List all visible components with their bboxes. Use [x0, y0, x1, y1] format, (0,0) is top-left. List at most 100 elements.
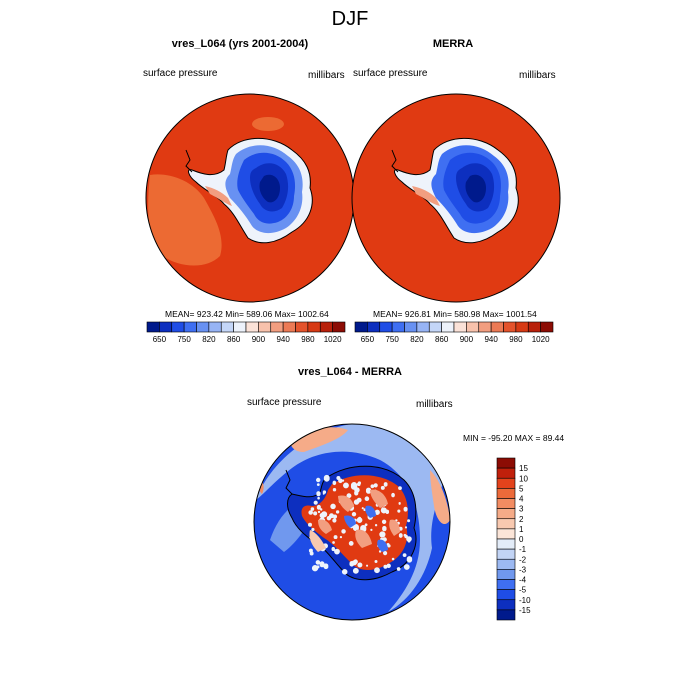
colorbar-box	[496, 467, 516, 479]
colorbar-box	[527, 321, 541, 333]
colorbar-tick-label: -4	[519, 576, 527, 585]
colorbar-box	[496, 518, 516, 530]
colorbar-box	[146, 321, 160, 333]
colorbar-box	[496, 569, 516, 580]
colorbar-box	[379, 321, 393, 333]
colorbar-box	[540, 321, 554, 333]
colorbar-box	[270, 321, 284, 333]
colorbar-box	[496, 579, 516, 590]
colorbar-tick-label: 860	[435, 335, 449, 344]
colorbar-box	[515, 321, 529, 333]
colorbar-tick-label: 860	[227, 335, 241, 344]
colorbar-box	[319, 321, 333, 333]
panel2-colorbar: 650 750 820 860 900 940 980 1020	[354, 321, 554, 344]
colorbar-tick-label: 2	[519, 515, 524, 524]
panel3-light-band	[256, 424, 446, 612]
colorbar-tick-label: -5	[519, 586, 527, 595]
colorbar-box	[496, 477, 516, 489]
colorbar-box	[496, 528, 516, 540]
colorbar-tick-label: 900	[252, 335, 266, 344]
colorbar-box	[208, 321, 222, 333]
colorbar-tick-label: 5	[519, 484, 524, 493]
colorbar-tick-label: 0	[519, 535, 524, 544]
colorbar-tick-label: 650	[153, 335, 167, 344]
panel2-left-string: surface pressure	[353, 68, 428, 79]
colorbar-tick-label: -10	[519, 596, 531, 605]
colorbar-tick-label: -2	[519, 555, 527, 564]
colorbar-box	[354, 321, 368, 333]
figure-title: DJF	[331, 8, 369, 30]
colorbar-box	[391, 321, 405, 333]
panel3-left-string: surface pressure	[247, 397, 322, 408]
colorbar-box	[496, 538, 516, 550]
colorbar-box	[183, 321, 197, 333]
colorbar-tick-label: -1	[519, 545, 527, 554]
panel2-right-string: millibars	[519, 70, 556, 81]
panel3-title: vres_L064 - MERRA	[298, 366, 402, 378]
colorbar-tick-label: 900	[460, 335, 474, 344]
colorbar-tick-label: 940	[484, 335, 498, 344]
colorbar-box	[496, 589, 516, 601]
colorbar-box	[196, 321, 210, 333]
colorbar-box	[282, 321, 296, 333]
colorbar-box	[428, 321, 442, 333]
colorbar-box	[258, 321, 272, 333]
panel2-stats: MEAN= 926.81 Min= 580.98 Max= 1001.54	[373, 309, 537, 319]
colorbar-tick-label: 980	[301, 335, 315, 344]
colorbar-tick-label: 10	[519, 474, 528, 483]
colorbar-tick-label: 650	[361, 335, 375, 344]
colorbar-box	[490, 321, 504, 333]
colorbar-tick-label: 1020	[324, 335, 342, 344]
panel3-right-string: millibars	[416, 399, 453, 410]
panel1-north-blob	[252, 117, 284, 131]
panel1-map	[145, 93, 355, 303]
colorbar-box	[478, 321, 492, 333]
colorbar-box	[466, 321, 480, 333]
colorbar-box	[307, 321, 321, 333]
panel3-noise	[308, 474, 413, 575]
panel1-left-string: surface pressure	[143, 68, 218, 79]
colorbar-tick-label: 15	[519, 464, 528, 473]
panel2-map	[351, 93, 561, 303]
colorbar-tick-label: 1	[519, 525, 524, 534]
panel1-title: vres_L064 (yrs 2001-2004)	[171, 38, 309, 50]
colorbar-box	[367, 321, 381, 333]
colorbar-box	[159, 321, 173, 333]
colorbar-tick-label: 820	[202, 335, 216, 344]
panel1-colorbar: 650 750 820 860 900 940 980 1020	[146, 321, 346, 344]
colorbar-box	[416, 321, 430, 333]
colorbar-box	[496, 498, 516, 509]
colorbar-box	[496, 609, 516, 621]
colorbar-box	[245, 321, 259, 333]
colorbar-box	[496, 548, 516, 560]
colorbar-box	[295, 321, 309, 333]
colorbar-box	[332, 321, 346, 333]
colorbar-tick-label: -3	[519, 565, 527, 574]
colorbar-box	[496, 508, 516, 520]
colorbar-box	[404, 321, 418, 333]
colorbar-tick-label: 750	[177, 335, 191, 344]
colorbar-box	[496, 488, 516, 499]
colorbar-box	[503, 321, 517, 333]
panel1-stats: MEAN= 923.42 Min= 589.06 Max= 1002.64	[165, 309, 329, 319]
colorbar-tick-label: -15	[519, 606, 531, 615]
colorbar-box	[171, 321, 185, 333]
colorbar-box	[441, 321, 455, 333]
panel1-right-string: millibars	[308, 70, 345, 81]
colorbar-tick-label: 1020	[532, 335, 550, 344]
colorbar-box	[453, 321, 467, 333]
panel3-map	[253, 423, 451, 621]
panel3-antarctica	[285, 465, 417, 581]
colorbar-tick-label: 4	[519, 495, 524, 504]
colorbar-tick-label: 820	[410, 335, 424, 344]
colorbar-box	[496, 558, 516, 570]
colorbar-box	[496, 599, 516, 611]
panel1-antarctica	[185, 137, 313, 244]
panel2-antarctica	[391, 137, 519, 244]
colorbar-box	[233, 321, 247, 333]
colorbar-box	[496, 457, 516, 469]
colorbar-tick-label: 940	[276, 335, 290, 344]
colorbar-tick-label: 980	[509, 335, 523, 344]
